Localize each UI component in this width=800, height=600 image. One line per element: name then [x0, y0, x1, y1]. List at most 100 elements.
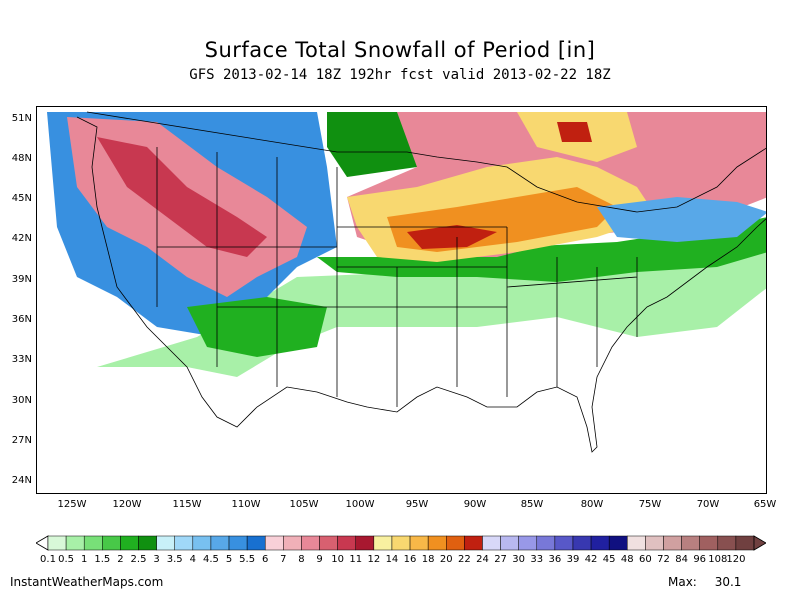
snowfall-map [36, 106, 767, 494]
colorbar-tick-label: 12 [367, 554, 381, 565]
colorbar-tick-label: 3.5 [166, 554, 183, 565]
colorbar-swatch [699, 535, 719, 551]
colorbar-swatch [427, 535, 447, 551]
colorbar-tick-label: 42 [584, 554, 598, 565]
source-credit: InstantWeatherMaps.com [10, 575, 164, 589]
colorbar-swatch [608, 535, 628, 551]
colorbar-tick-label: 22 [457, 554, 471, 565]
colorbar-tick-label: 120 [726, 554, 746, 565]
colorbar-swatch [120, 535, 139, 551]
colorbar-tick-label: 18 [421, 554, 435, 565]
lat-label: 24N [11, 475, 32, 486]
colorbar-tick-label: 10 [331, 554, 344, 565]
canada-border [86, 111, 766, 213]
colorbar-swatch [47, 535, 67, 551]
colorbar-tick-label: 8 [298, 554, 305, 565]
colorbar-swatch [717, 535, 737, 551]
map-boundaries [76, 111, 766, 453]
colorbar-swatch [627, 535, 646, 551]
colorbar-tick-label: 7 [280, 554, 287, 565]
lon-label: 85W [520, 499, 544, 510]
lat-label: 33N [11, 354, 32, 365]
colorbar-right-arrow [753, 535, 766, 551]
snow-band-green [317, 217, 766, 282]
lon-label: 125W [57, 499, 87, 510]
map-title: Surface Total Snowfall of Period [in] [204, 38, 596, 62]
colorbar-tick-label: 72 [657, 554, 670, 565]
colorbar-tick-label: 16 [403, 554, 417, 565]
colorbar-tick-label: 0.1 [40, 554, 56, 565]
colorbar-swatch [192, 535, 212, 551]
max-label: Max: [668, 575, 697, 589]
colorbar-swatch [174, 535, 194, 551]
colorbar-swatch [337, 535, 356, 551]
colorbar-swatch [446, 535, 465, 551]
lon-label: 110W [231, 499, 261, 510]
map-svg [47, 111, 766, 453]
lon-label: 75W [638, 499, 662, 510]
colorbar-tick-label: 27 [494, 554, 507, 565]
colorbar-swatch [536, 535, 556, 551]
colorbar-tick-label: 39 [566, 554, 580, 565]
colorbar-tick-label: 3 [153, 554, 160, 565]
colorbar-swatch [264, 535, 284, 551]
lon-label: 100W [345, 499, 375, 510]
colorbar-tick-label: 1.5 [94, 554, 111, 565]
colorbar-tick-label: 2 [117, 554, 124, 565]
max-number: 30.1 [714, 575, 742, 589]
colorbar-tick-label: 60 [639, 554, 652, 565]
colorbar-swatch [102, 535, 121, 551]
lat-label: 48N [11, 153, 32, 164]
colorbar-swatch [518, 535, 538, 551]
lon-label: 65W [753, 499, 777, 510]
colorbar [36, 535, 766, 551]
lat-label: 36N [11, 314, 32, 325]
colorbar-tick-label: 5 [225, 554, 233, 565]
lon-label: 120W [112, 499, 142, 510]
colorbar-tick-label: 2.5 [130, 554, 147, 565]
colorbar-swatch [500, 535, 519, 551]
colorbar-tick-label: 0.5 [58, 554, 75, 565]
colorbar-tick-label: 33 [530, 554, 544, 565]
lon-label: 70W [696, 499, 720, 510]
colorbar-swatch [735, 535, 755, 551]
lon-label: 80W [580, 499, 604, 510]
lat-label: 27N [11, 435, 32, 446]
colorbar-swatch [554, 535, 574, 551]
colorbar-tick-label: 6 [262, 554, 269, 565]
lon-label: 90W [463, 499, 487, 510]
snow-sw-green [187, 297, 327, 357]
colorbar-tick-label: 14 [385, 554, 399, 565]
snow-east-blue [597, 197, 766, 242]
colorbar-tick-label: 24 [476, 554, 489, 565]
colorbar-swatch [373, 535, 393, 551]
colorbar-swatch [65, 535, 85, 551]
colorbar-tick-label: 11 [349, 554, 363, 565]
max-value: Max: 30.1 [668, 575, 741, 589]
colorbar-swatch [464, 535, 483, 551]
lon-label: 115W [172, 499, 202, 510]
colorbar-swatch [391, 535, 411, 551]
colorbar-swatch [83, 535, 103, 551]
colorbar-tick-label: 1 [81, 554, 88, 565]
colorbar-swatch [590, 535, 610, 551]
colorbar-tick-label: 108 [708, 554, 728, 565]
lat-label: 42N [11, 233, 32, 244]
colorbar-swatch [572, 535, 592, 551]
snowfall-fields [47, 112, 766, 377]
colorbar-tick-label: 45 [602, 554, 616, 565]
colorbar-swatch [246, 535, 266, 551]
colorbar-swatch [228, 535, 248, 551]
colorbar-swatch [319, 535, 338, 551]
colorbar-swatch [663, 535, 682, 551]
colorbar-tick-label: 9 [316, 554, 323, 565]
colorbar-tick-label: 4 [189, 554, 196, 565]
colorbar-swatch [409, 535, 429, 551]
colorbar-swatch [283, 535, 302, 551]
colorbar-swatch [156, 535, 175, 551]
colorbar-tick-label: 30 [512, 554, 526, 565]
colorbar-swatch [210, 535, 230, 551]
lon-label: 95W [405, 499, 429, 510]
colorbar-swatch [355, 535, 375, 551]
colorbar-tick-label: 96 [693, 554, 707, 565]
